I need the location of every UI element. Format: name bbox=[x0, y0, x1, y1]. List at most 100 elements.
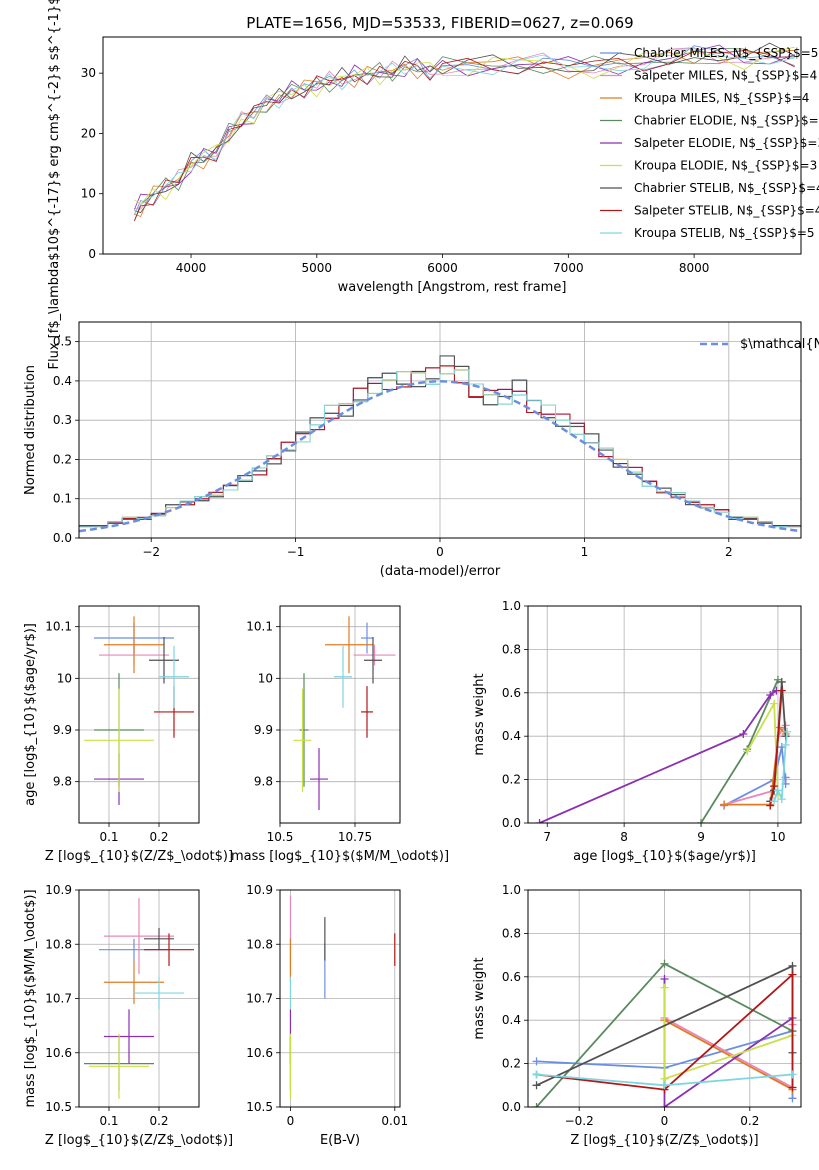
plot-area bbox=[532, 959, 797, 1107]
y-tick-label: 10.9 bbox=[45, 883, 72, 897]
panel-mass-vs-ebv: 0 0.01 10.5 10.6 10.7 10.8 10.9 E(B-V) bbox=[246, 883, 408, 1148]
legend-entry: Chabrier ELODIE, N$_{SSP}$=3 bbox=[634, 114, 819, 128]
panel-age-vs-mass: 10.5 10.75 9.8 9.9 10 10.1 mass [log$_{10}$($M… bbox=[231, 605, 449, 864]
x-tick-label: 9 bbox=[697, 830, 705, 844]
weight-line bbox=[536, 972, 794, 1091]
x-tick-label: 0 bbox=[661, 1114, 669, 1128]
axes-frame bbox=[527, 605, 802, 824]
y-tick-label: 0.5 bbox=[53, 335, 72, 349]
weight-marker bbox=[697, 819, 706, 823]
y-tick-label: 0.6 bbox=[502, 686, 521, 700]
x-tick-label: 0.2 bbox=[740, 1114, 759, 1128]
y-tick-label: 10 bbox=[81, 187, 96, 201]
y-tick-label: 10.1 bbox=[45, 620, 72, 634]
x-tick-label: 4000 bbox=[176, 261, 207, 275]
y-tick-label: 0.8 bbox=[502, 642, 521, 656]
x-tick-label: 8000 bbox=[679, 261, 710, 275]
y-tick-label: 10.7 bbox=[246, 992, 273, 1006]
y-tick-label: 20 bbox=[81, 126, 96, 140]
x-tick-label: 0.2 bbox=[149, 1114, 168, 1128]
figure-title: PLATE=1656, MJD=53533, FIBERID=0627, z=0… bbox=[246, 14, 633, 32]
y-tick-label: 0.4 bbox=[53, 374, 72, 388]
y-tick-label: 0.8 bbox=[502, 926, 521, 940]
x-tick-label: 0.2 bbox=[149, 830, 168, 844]
x-tick-label: 6000 bbox=[427, 261, 458, 275]
y-axis-label: mass weight bbox=[472, 673, 487, 755]
x-tick-label: 1 bbox=[581, 545, 589, 559]
weight-line bbox=[539, 689, 777, 823]
x-tick-label: 10.75 bbox=[338, 830, 372, 844]
panel-age-vs-z: 0.1 0.2 9.8 9.9 10 10.1 Z [log$_{10}$(Z/Z$_\od… bbox=[23, 605, 233, 864]
weight-marker bbox=[788, 1094, 797, 1103]
y-tick-label: 9.9 bbox=[53, 723, 72, 737]
panel-spectrum: 4000 5000 6000 7000 8000 0 10 20 30 wavelength [A… bbox=[47, 0, 819, 369]
weight-marker bbox=[781, 740, 790, 749]
weight-marker bbox=[660, 1081, 669, 1090]
y-tick-label: 0.4 bbox=[502, 729, 521, 743]
x-axis-label: mass [log$_{10}$($M/M_\odot$)] bbox=[231, 849, 449, 864]
panel-residual-hist: −2 −1 0 1 2 0.0 0.1 0.2 0.3 0.4 0.5 (data-model)/er… bbox=[23, 321, 819, 579]
y-axis-label: Normed distribution bbox=[23, 365, 38, 495]
legend-entry: Chabrier MILES, N$_{SSP}$=5 bbox=[634, 46, 818, 60]
weight-marker bbox=[739, 730, 748, 739]
axes-frame bbox=[102, 36, 802, 255]
weight-marker bbox=[770, 797, 779, 806]
y-tick-label: 0.1 bbox=[53, 492, 72, 506]
weight-marker bbox=[788, 1083, 797, 1092]
y-tick-label: 0.2 bbox=[502, 773, 521, 787]
x-axis-label: Z [log$_{10}$(Z/Z$_\odot$)] bbox=[570, 1133, 758, 1148]
x-axis-label: age [log$_{10}$($age/yr$)] bbox=[573, 849, 756, 864]
plot-area bbox=[535, 675, 792, 823]
y-tick-label: 10.9 bbox=[246, 883, 273, 897]
y-tick-label: 10.1 bbox=[246, 620, 273, 634]
weight-marker bbox=[788, 1070, 797, 1079]
y-tick-label: 0.3 bbox=[53, 413, 72, 427]
plot-area bbox=[293, 616, 396, 811]
x-tick-label: −1 bbox=[287, 545, 305, 559]
y-tick-label: 30 bbox=[81, 66, 96, 80]
x-axis-label: E(B-V) bbox=[320, 1133, 360, 1148]
x-tick-label: 0.1 bbox=[99, 1114, 118, 1128]
spectrum-line bbox=[134, 45, 795, 215]
x-axis-label: (data-model)/error bbox=[380, 564, 501, 579]
weight-marker bbox=[773, 786, 782, 795]
y-tick-label: 0.4 bbox=[502, 1013, 521, 1027]
y-tick-label: 0 bbox=[88, 247, 96, 261]
plot-area bbox=[289, 895, 396, 1099]
y-tick-label: 10.5 bbox=[246, 1100, 273, 1114]
y-tick-label: 10.6 bbox=[246, 1046, 273, 1060]
x-tick-label: 0.1 bbox=[99, 830, 118, 844]
y-tick-label: 0.0 bbox=[502, 1100, 521, 1114]
weight-marker bbox=[532, 1081, 541, 1090]
panel-mass-vs-z: 0.1 0.2 10.5 10.6 10.7 10.8 10.9 Z [log$_{10}$(… bbox=[23, 883, 233, 1148]
legend-entry: Kroupa MILES, N$_{SSP}$=4 bbox=[634, 91, 809, 105]
y-tick-label: 0.2 bbox=[502, 1057, 521, 1071]
weight-marker bbox=[535, 819, 544, 823]
y-tick-label: 9.8 bbox=[53, 775, 72, 789]
y-tick-label: 0.0 bbox=[502, 816, 521, 830]
legend-entry: Salpeter ELODIE, N$_{SSP}$=3 bbox=[634, 136, 819, 150]
spectrum-line bbox=[134, 47, 795, 221]
x-axis-label: wavelength [Angstrom, rest frame] bbox=[338, 280, 567, 295]
legend-entry: Kroupa STELIB, N$_{SSP}$=5 bbox=[634, 226, 815, 240]
legend: $\mathcal{N}(0,1)$ bbox=[700, 337, 819, 352]
panel-mass-weight-vs-z: −0.2 0 0.2 0.0 0.2 0.4 0.6 0.8 1.0 Z [log$_{10}$(… bbox=[472, 883, 802, 1148]
x-tick-label: 10 bbox=[770, 830, 785, 844]
plot-area bbox=[134, 42, 795, 222]
weight-marker bbox=[770, 782, 779, 791]
legend-entry: $\mathcal{N}(0,1)$ bbox=[740, 337, 819, 352]
y-tick-label: 1.0 bbox=[502, 883, 521, 897]
weight-marker bbox=[788, 961, 797, 970]
x-tick-label: 8 bbox=[620, 830, 628, 844]
legend-entry: Salpeter STELIB, N$_{SSP}$=4 bbox=[634, 204, 819, 218]
spectrum-line bbox=[134, 50, 795, 222]
y-axis-label: mass [log$_{10}$($M/M_\odot$)] bbox=[23, 889, 38, 1107]
legend-entry: Kroupa ELODIE, N$_{SSP}$=3 bbox=[634, 159, 817, 173]
y-axis-label: mass weight bbox=[472, 957, 487, 1039]
weight-marker bbox=[777, 686, 786, 695]
x-tick-label: 0.01 bbox=[381, 1114, 408, 1128]
y-tick-label: 10.6 bbox=[45, 1046, 72, 1060]
